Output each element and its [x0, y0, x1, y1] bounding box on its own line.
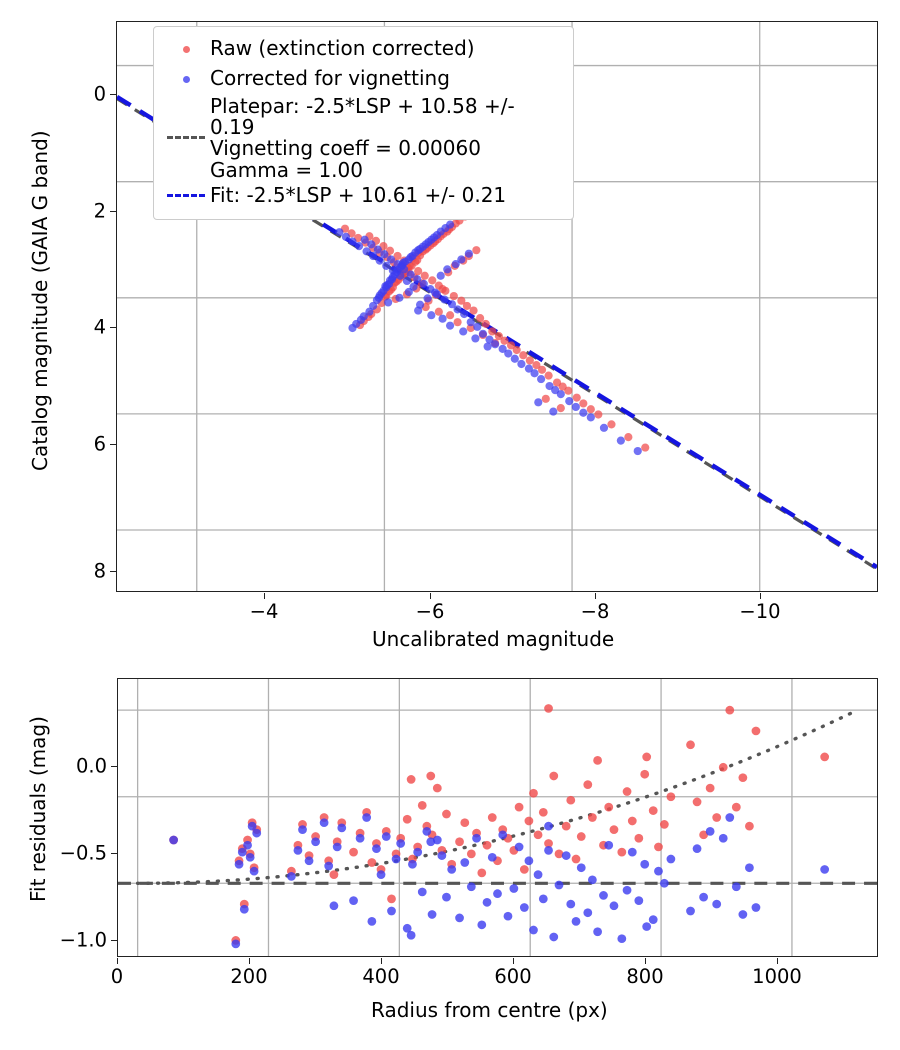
legend-label-platepar: Platepar: -2.5*LSP + 10.58 +/- 0.19 Vign… — [210, 94, 515, 182]
top-ytickmark-5 — [110, 571, 116, 573]
bottom-xaxis-title: Radius from centre (px) — [371, 998, 608, 1022]
bottom-xtick-200: 200 — [230, 965, 268, 988]
bottom-xtickmark-3 — [381, 958, 383, 964]
legend-entry-raw: Raw (extinction corrected) — [163, 34, 564, 64]
top-xaxis-title: Uncalibrated magnitude — [372, 627, 615, 651]
top-yaxis-title: Catalog magnitude (GAIA G band) — [28, 130, 52, 471]
top-xtick-minus4: −4 — [249, 600, 279, 623]
bottom-ytick-minus05: −0.5 — [59, 841, 107, 865]
top-xtick-minus6: −6 — [415, 600, 445, 623]
bottom-xtick-0: 0 — [110, 965, 124, 988]
fit-residuals-canvas — [118, 679, 877, 956]
legend-marker-blue-dashed-icon — [163, 181, 209, 211]
bottom-xtick-400: 400 — [362, 965, 400, 988]
bottom-ytickmark-1 — [111, 766, 117, 768]
bottom-ytick-minus10: −1.0 — [59, 928, 107, 952]
bottom-xtick-800: 800 — [626, 965, 664, 988]
legend-marker-corrected-dot-icon — [163, 64, 209, 94]
bottom-xtickmark-5 — [645, 958, 647, 964]
top-ytick-2: 2 — [93, 199, 106, 223]
bottom-xtickmark-6 — [777, 958, 779, 964]
legend-label-corrected: Corrected for vignetting — [210, 66, 450, 91]
top-ytick-6: 6 — [93, 432, 106, 456]
top-ytick-0: 0 — [93, 82, 106, 106]
top-ytickmark-1 — [110, 94, 116, 96]
bottom-xtickmark-4 — [513, 958, 515, 964]
bottom-xtick-600: 600 — [494, 965, 532, 988]
top-ytickmark-4 — [110, 444, 116, 446]
top-ytickmark-2 — [110, 211, 116, 213]
legend-marker-gray-dashed-icon — [163, 94, 209, 180]
top-ytickmark-3 — [110, 327, 116, 329]
bottom-ytickmark-2 — [111, 853, 117, 855]
legend-entry-fit: Fit: -2.5*LSP + 10.61 +/- 0.21 — [163, 181, 564, 211]
bottom-xtickmark-1 — [117, 958, 119, 964]
top-xtickmark-1 — [264, 593, 266, 599]
fit-residuals-plot — [117, 678, 878, 957]
legend-label-raw: Raw (extinction corrected) — [210, 36, 475, 61]
legend-entry-corrected: Corrected for vignetting — [163, 64, 564, 94]
bottom-ytickmark-3 — [111, 940, 117, 942]
top-xtick-minus8: −8 — [580, 600, 610, 623]
top-ytick-8: 8 — [93, 559, 106, 583]
bottom-ytick-0: 0.0 — [75, 754, 107, 778]
legend-marker-raw-dot-icon — [163, 34, 209, 64]
top-xtick-minus10: −10 — [739, 600, 781, 623]
bottom-xtickmark-2 — [249, 958, 251, 964]
legend-entry-platepar: Platepar: -2.5*LSP + 10.58 +/- 0.19 Vign… — [163, 94, 564, 181]
legend-label-fit: Fit: -2.5*LSP + 10.61 +/- 0.21 — [210, 183, 507, 208]
bottom-xtick-1000: 1000 — [752, 965, 802, 988]
top-xtickmark-3 — [595, 593, 597, 599]
top-xtickmark-2 — [430, 593, 432, 599]
top-ytick-4: 4 — [93, 315, 106, 339]
legend-box: Raw (extinction corrected) Corrected for… — [153, 26, 574, 220]
bottom-yaxis-title: Fit residuals (mag) — [26, 716, 50, 902]
top-xtickmark-4 — [760, 593, 762, 599]
